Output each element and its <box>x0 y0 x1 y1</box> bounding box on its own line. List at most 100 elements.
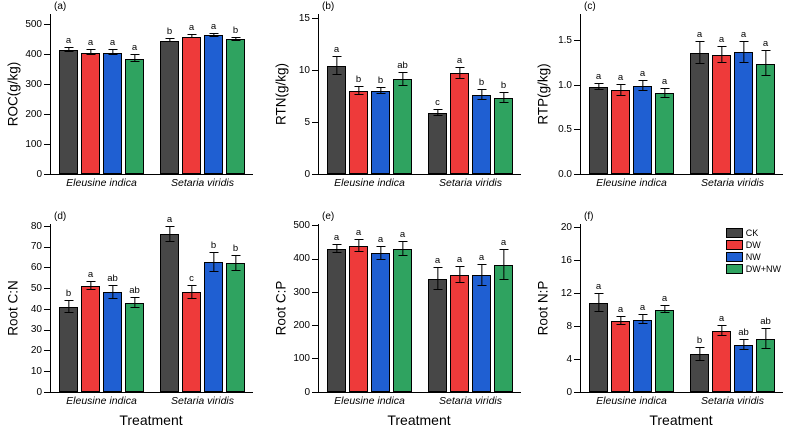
y-axis-tick-label: 0 <box>566 386 572 398</box>
error-bar-cap-bottom <box>209 270 218 272</box>
significance-letter: a <box>661 75 668 87</box>
error-bar-cap-bottom <box>433 288 442 290</box>
error-bar-line <box>458 67 460 79</box>
error-bar-cap-bottom <box>86 54 95 56</box>
error-bar-cap-top <box>455 266 464 268</box>
bar-NW: a <box>103 37 122 174</box>
bar-DW: a <box>81 270 100 392</box>
error-bar-cap-bottom <box>187 37 196 39</box>
significance-letter: b <box>166 26 173 38</box>
significance-letter: a <box>740 28 747 40</box>
error-bar-line <box>720 326 722 336</box>
panel-letter: (e) <box>322 211 335 222</box>
legend-swatch-DW+NW <box>725 264 743 274</box>
plot-area: 0 5 10 15 a b b ab Eleusine indica c a b b Setaria vi… <box>299 13 521 189</box>
error-bar-line <box>502 249 504 280</box>
bar-DW: a <box>712 34 731 174</box>
bar-DW+NW: b <box>494 80 513 174</box>
y-axis-tick-label: 500 <box>293 220 310 232</box>
y-axis-tick <box>44 84 51 86</box>
error-bar-cap-bottom <box>354 251 363 253</box>
significance-letter: a <box>210 20 217 32</box>
error-bar-cap-bottom <box>455 281 464 283</box>
significance-letter: c <box>189 273 194 285</box>
y-axis-tick <box>44 24 51 26</box>
y-axis-tick-label: 80 <box>30 220 42 232</box>
y-axis-tick <box>44 371 51 373</box>
error-bar-cap-bottom <box>717 61 726 63</box>
error-bar-cap-bottom <box>130 307 139 308</box>
error-bar-cap-top <box>64 299 73 301</box>
bar-rect <box>182 36 201 174</box>
error-bar-line <box>335 56 337 76</box>
error-bar-cap-bottom <box>165 41 174 43</box>
error-bar-cap-top <box>638 313 647 315</box>
y-axis-tick <box>44 225 51 227</box>
bar-rect <box>393 79 412 174</box>
significance-letter: ab <box>738 327 749 339</box>
bar-rect <box>734 52 753 174</box>
error-bar-cap-top <box>108 48 117 50</box>
error-bar-cap-top <box>717 325 726 327</box>
bar-DW: a <box>81 37 100 174</box>
bar-group: a b b ab <box>319 14 420 174</box>
significance-letter: a <box>399 228 406 240</box>
bar-rect <box>712 54 731 174</box>
bar-rect <box>655 309 674 392</box>
error-bar-cap-top <box>739 40 748 42</box>
error-bar-cap-bottom <box>108 297 117 299</box>
error-bar-line <box>335 244 337 253</box>
plot-area: 0.0 0.5 1.0 1.5 a a a a Eleusine indica a a a a Setar… <box>558 14 783 189</box>
error-bar-cap-top <box>86 48 95 50</box>
error-bar-cap-bottom <box>433 114 442 116</box>
error-bar-line <box>401 72 403 87</box>
bar-rect <box>103 52 122 174</box>
bar-group: b a ab ab <box>682 224 783 392</box>
panel-letter: (a) <box>54 1 67 12</box>
error-bar-cap-bottom <box>739 349 748 350</box>
legend-row: DW <box>725 240 781 250</box>
significance-letter: b <box>232 243 239 255</box>
error-bar-cap-bottom <box>231 39 240 41</box>
error-bar-cap-top <box>499 248 508 250</box>
y-axis-tick-label: 5 <box>304 116 310 128</box>
error-bar-cap-bottom <box>616 94 625 96</box>
bar-CK: a <box>589 72 608 174</box>
bar-rect <box>182 292 201 392</box>
y-axis-tick-label: 400 <box>25 48 42 60</box>
category-label: Eleusine indica <box>596 395 667 407</box>
y-axis-tick <box>44 246 51 248</box>
y-axis-tick-label: 400 <box>293 253 310 265</box>
error-bar-cap-bottom <box>332 251 341 253</box>
legend-row: NW <box>725 252 781 262</box>
significance-letter: b <box>355 74 362 86</box>
error-bar-cap-top <box>86 281 95 283</box>
error-bar-cap-bottom <box>64 50 73 52</box>
bar-CK: b <box>59 288 78 392</box>
error-bar-line <box>764 329 766 350</box>
significance-letter: a <box>434 254 441 266</box>
bar-DW+NW: b <box>226 25 245 174</box>
significance-letter: ab <box>107 273 118 285</box>
bar-rect <box>450 274 469 392</box>
bar-group: a a a a <box>581 224 682 392</box>
error-bar-cap-bottom <box>398 85 407 87</box>
error-bar-line <box>67 48 69 52</box>
legend-label: CK <box>745 228 759 238</box>
category-label: Eleusine indica <box>596 177 667 189</box>
y-axis-tick <box>44 173 51 175</box>
y-axis-tick <box>574 260 581 261</box>
error-bar-line <box>458 267 460 283</box>
legend-label: DW <box>745 240 761 250</box>
bar-rect <box>494 264 513 392</box>
y-axis-tick <box>312 358 319 360</box>
x-axis-title: Treatment <box>649 412 713 428</box>
error-bar-cap-bottom <box>761 75 770 77</box>
y-axis-tick-label: 16 <box>560 254 572 266</box>
bar-group: a a a a <box>420 224 521 392</box>
error-bar-cap-bottom <box>660 311 669 313</box>
y-axis-tick <box>44 329 51 331</box>
bar-NW: a <box>734 29 753 174</box>
legend-row: DW+NW <box>725 264 781 274</box>
panel-letter: (c) <box>584 1 596 12</box>
